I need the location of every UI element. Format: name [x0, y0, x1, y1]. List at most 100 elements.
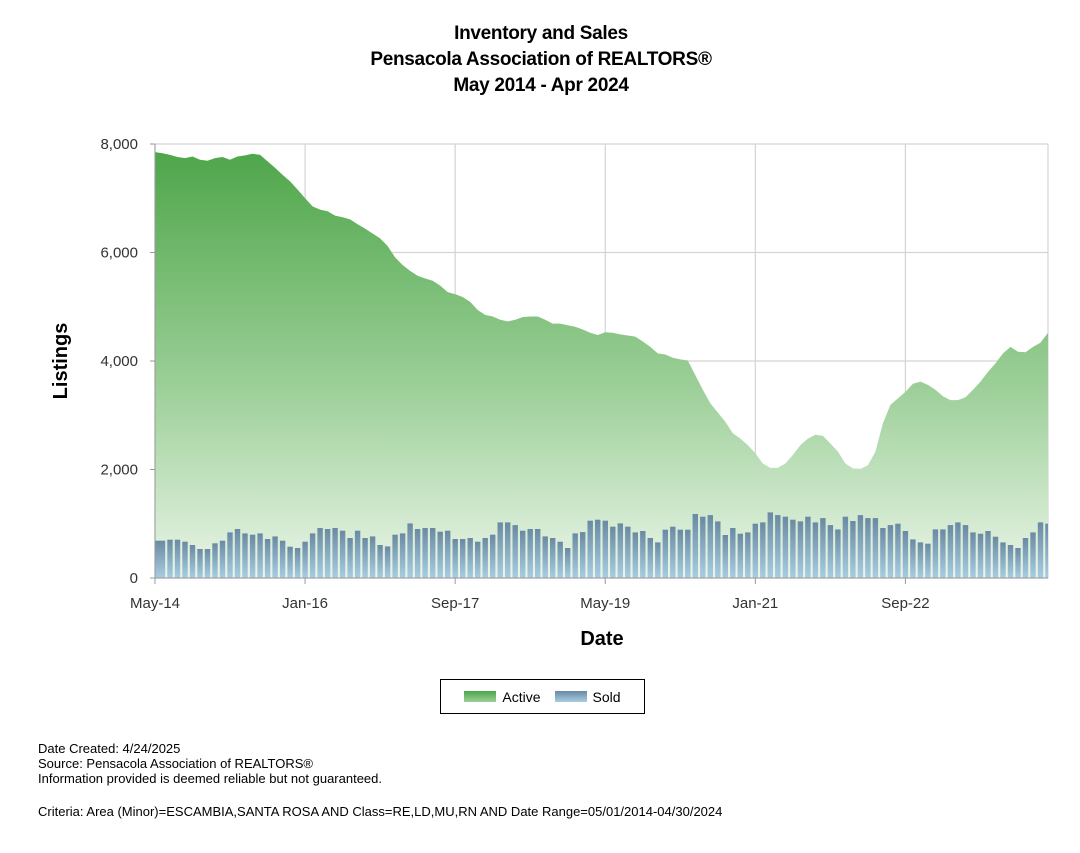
sold-bar — [550, 538, 556, 578]
sold-bar — [580, 532, 586, 578]
sold-bar — [940, 529, 946, 578]
x-tick-label: Jan-16 — [282, 595, 328, 612]
sold-bar — [302, 541, 308, 578]
sold-bar — [189, 545, 196, 578]
sold-bar — [497, 522, 503, 578]
sold-bar — [715, 521, 721, 578]
sold-bar — [820, 518, 826, 578]
sold-bar — [437, 531, 443, 578]
sold-bar — [272, 536, 278, 578]
sold-bar — [430, 528, 436, 578]
sold-bar — [279, 540, 286, 578]
legend-swatch-active — [464, 691, 497, 702]
x-tick-label: Jan-21 — [732, 595, 778, 612]
sold-bar — [835, 529, 841, 578]
sold-bar — [257, 533, 263, 578]
sold-bar — [542, 536, 548, 578]
sold-bar — [557, 541, 563, 578]
sold-bar — [565, 548, 571, 578]
sold-bar — [339, 530, 346, 578]
sold-bar — [662, 529, 668, 578]
sold-bar — [902, 531, 909, 578]
sold-bar — [422, 528, 428, 578]
legend-item-sold: Sold — [554, 689, 621, 705]
sold-bar — [925, 543, 931, 578]
sold-bar — [872, 518, 879, 578]
sold-bar — [332, 528, 338, 578]
y-axis-label: Listings — [50, 323, 72, 400]
sold-bar — [932, 529, 939, 578]
sold-bar — [947, 525, 954, 578]
sold-bar — [407, 523, 413, 578]
sold-bar — [520, 530, 526, 578]
legend-label-active: Active — [502, 688, 541, 705]
sold-bar — [887, 525, 894, 578]
sold-bar — [384, 546, 391, 578]
sold-bar — [692, 514, 698, 578]
legend: Active Sold — [440, 679, 645, 714]
sold-bar — [1007, 545, 1014, 578]
sold-bar — [880, 528, 886, 578]
sold-bar — [730, 528, 736, 578]
sold-bar — [617, 523, 623, 578]
sold-bar — [249, 534, 256, 578]
y-tick-label: 4,000 — [100, 353, 138, 370]
x-axis-label: Date — [580, 628, 623, 650]
sold-bar — [640, 531, 646, 578]
sold-bar — [1000, 542, 1006, 578]
inventory-sales-chart: 0 2,000 4,000 6,000 8,000 May-14 Jan-16 Sep-17 M… — [50, 136, 1049, 650]
sold-bar — [707, 515, 713, 578]
sold-bar — [977, 533, 984, 578]
sold-bar — [670, 526, 676, 578]
sold-bar — [505, 522, 511, 578]
sold-bar — [362, 538, 368, 578]
footer-source: Source: Pensacola Association of REALTOR… — [38, 756, 314, 771]
sold-bar — [242, 533, 248, 578]
sold-bar — [1030, 532, 1036, 578]
sold-bar — [775, 515, 781, 578]
sold-bar — [452, 539, 458, 578]
sold-bar — [227, 532, 233, 578]
sold-bar — [527, 529, 533, 578]
sold-bar — [677, 529, 683, 578]
sold-bar — [685, 529, 691, 578]
sold-bar — [309, 533, 316, 578]
x-tick-label: May-19 — [580, 595, 630, 612]
sold-bar — [174, 539, 181, 578]
sold-bar — [745, 532, 751, 578]
y-tick-label: 2,000 — [100, 462, 138, 479]
sold-bar — [392, 534, 398, 578]
sold-bar — [369, 536, 376, 578]
sold-bar — [752, 523, 758, 578]
sold-bar — [234, 529, 241, 578]
footer-disclaimer: Information provided is deemed reliable … — [38, 771, 382, 786]
sold-bar — [212, 543, 218, 578]
sold-bar — [317, 528, 323, 578]
sold-bar — [857, 515, 864, 578]
sold-bar — [167, 539, 173, 578]
sold-bar — [910, 539, 916, 578]
sold-bar — [737, 533, 743, 578]
sold-bar — [722, 535, 728, 578]
sold-bar — [760, 522, 766, 578]
sold-bar — [895, 523, 901, 578]
sold-bar — [797, 521, 804, 578]
sold-bar — [812, 522, 819, 578]
sold-bar — [767, 512, 773, 578]
sold-bar — [1045, 523, 1048, 578]
sold-bar — [155, 540, 161, 578]
sold-bar — [625, 526, 631, 578]
sold-bar — [647, 538, 653, 578]
chart-title: Inventory and Sales — [454, 23, 628, 44]
sold-bar — [467, 538, 473, 578]
sold-bar — [595, 519, 601, 578]
sold-bar — [324, 529, 331, 578]
sold-bar — [1015, 548, 1021, 578]
x-tick-label: May-14 — [130, 595, 180, 612]
sold-bar — [632, 532, 638, 578]
chart-date-range: May 2014 - Apr 2024 — [453, 75, 629, 96]
sold-bar — [850, 521, 856, 578]
sold-bar — [587, 520, 593, 578]
y-tick-label: 6,000 — [100, 245, 138, 262]
sold-bar — [865, 518, 871, 578]
